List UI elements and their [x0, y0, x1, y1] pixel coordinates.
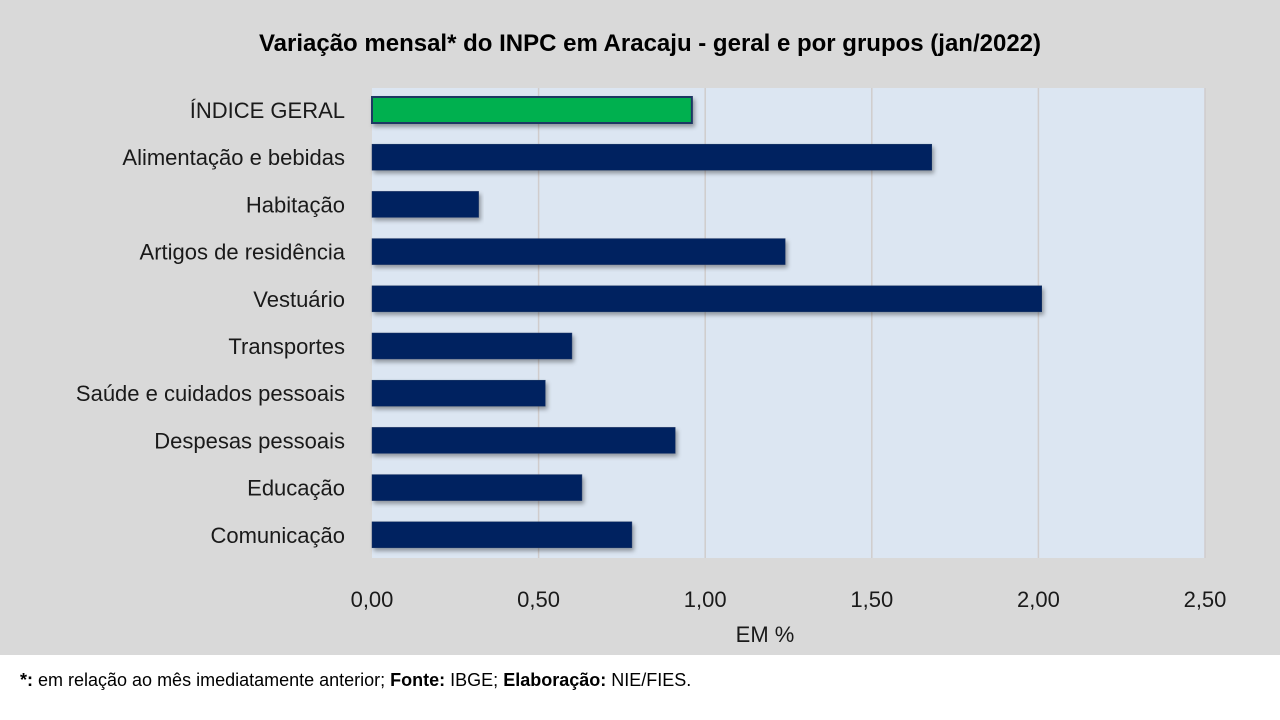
bar-1 — [371, 143, 933, 171]
footnote-text: em relação ao mês imediatamente anterior… — [33, 670, 391, 690]
category-label: Saúde e cuidados pessoais — [76, 381, 345, 406]
x-tick-label: 1,00 — [684, 587, 727, 612]
x-tick-label: 1,50 — [850, 587, 893, 612]
bar-6 — [371, 379, 546, 407]
x-tick-label: 0,00 — [351, 587, 394, 612]
x-tick-label: 2,50 — [1184, 587, 1227, 612]
category-label: Alimentação e bebidas — [122, 145, 345, 170]
source-value: IBGE; — [445, 670, 504, 690]
x-tick-label: 0,50 — [517, 587, 560, 612]
chart-title: Variação mensal* do INPC em Aracaju - ge… — [258, 30, 1042, 57]
category-label: Comunicação — [210, 523, 345, 548]
bar-5 — [371, 332, 573, 360]
category-label: Habitação — [246, 192, 345, 217]
category-label: Artigos de residência — [140, 240, 346, 265]
category-label: Despesas pessoais — [154, 428, 345, 453]
footnote: *: em relação ao mês imediatamente anter… — [20, 670, 691, 691]
bar-4 — [371, 285, 1042, 313]
category-label: Transportes — [228, 334, 345, 359]
bar-2 — [371, 191, 479, 218]
category-label: ÍNDICE GERAL — [190, 98, 345, 123]
footnote-star: *: — [20, 670, 33, 690]
x-tick-label: 2,00 — [1017, 587, 1060, 612]
category-label: Educação — [247, 476, 345, 501]
elaboration-label: Elaboração: — [503, 670, 607, 690]
bar-8 — [371, 474, 583, 501]
bar-0 — [371, 96, 693, 124]
x-axis-label: EM % — [735, 622, 795, 647]
bar-7 — [371, 427, 676, 454]
bar-9 — [371, 521, 633, 549]
category-label: Vestuário — [253, 287, 345, 312]
elaboration-value: NIE/FIES. — [606, 670, 692, 690]
source-label: Fonte: — [390, 670, 446, 690]
bar-3 — [371, 238, 786, 265]
